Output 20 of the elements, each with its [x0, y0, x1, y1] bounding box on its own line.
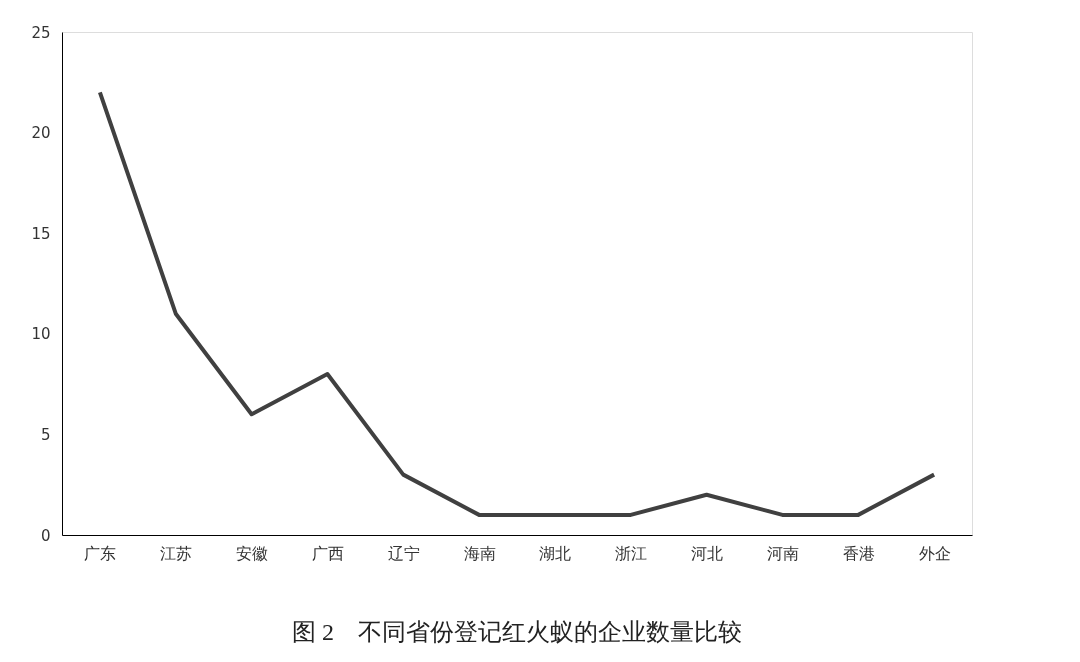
y-tick-label: 0 [40, 526, 51, 545]
y-tick-label: 15 [31, 224, 51, 243]
x-tick-label: 浙江 [615, 543, 648, 563]
line-series [97, 90, 937, 517]
y-tick-label: 10 [31, 325, 51, 344]
y-tick-label: 25 [31, 23, 51, 42]
y-tick-label: 20 [31, 124, 51, 143]
x-tick-label: 海南 [463, 543, 496, 563]
x-tick-label: 香港 [842, 543, 875, 563]
x-tick-label: 湖北 [539, 543, 572, 563]
x-tick-label: 江苏 [160, 543, 193, 563]
text: 图 2 不同省份登记红火蚁的企业数量比较 [292, 619, 742, 645]
x-tick-label: 河北 [691, 543, 724, 563]
x-tick-label: 辽宁 [387, 543, 420, 563]
y-tick-label: 5 [40, 425, 51, 444]
x-tick-label: 河南 [766, 543, 799, 563]
x-tick-label: 广西 [311, 543, 344, 563]
x-tick-label: 安徽 [236, 543, 269, 563]
x-tick-label: 外企 [918, 543, 951, 563]
x-tick-label: 广东 [84, 543, 117, 563]
